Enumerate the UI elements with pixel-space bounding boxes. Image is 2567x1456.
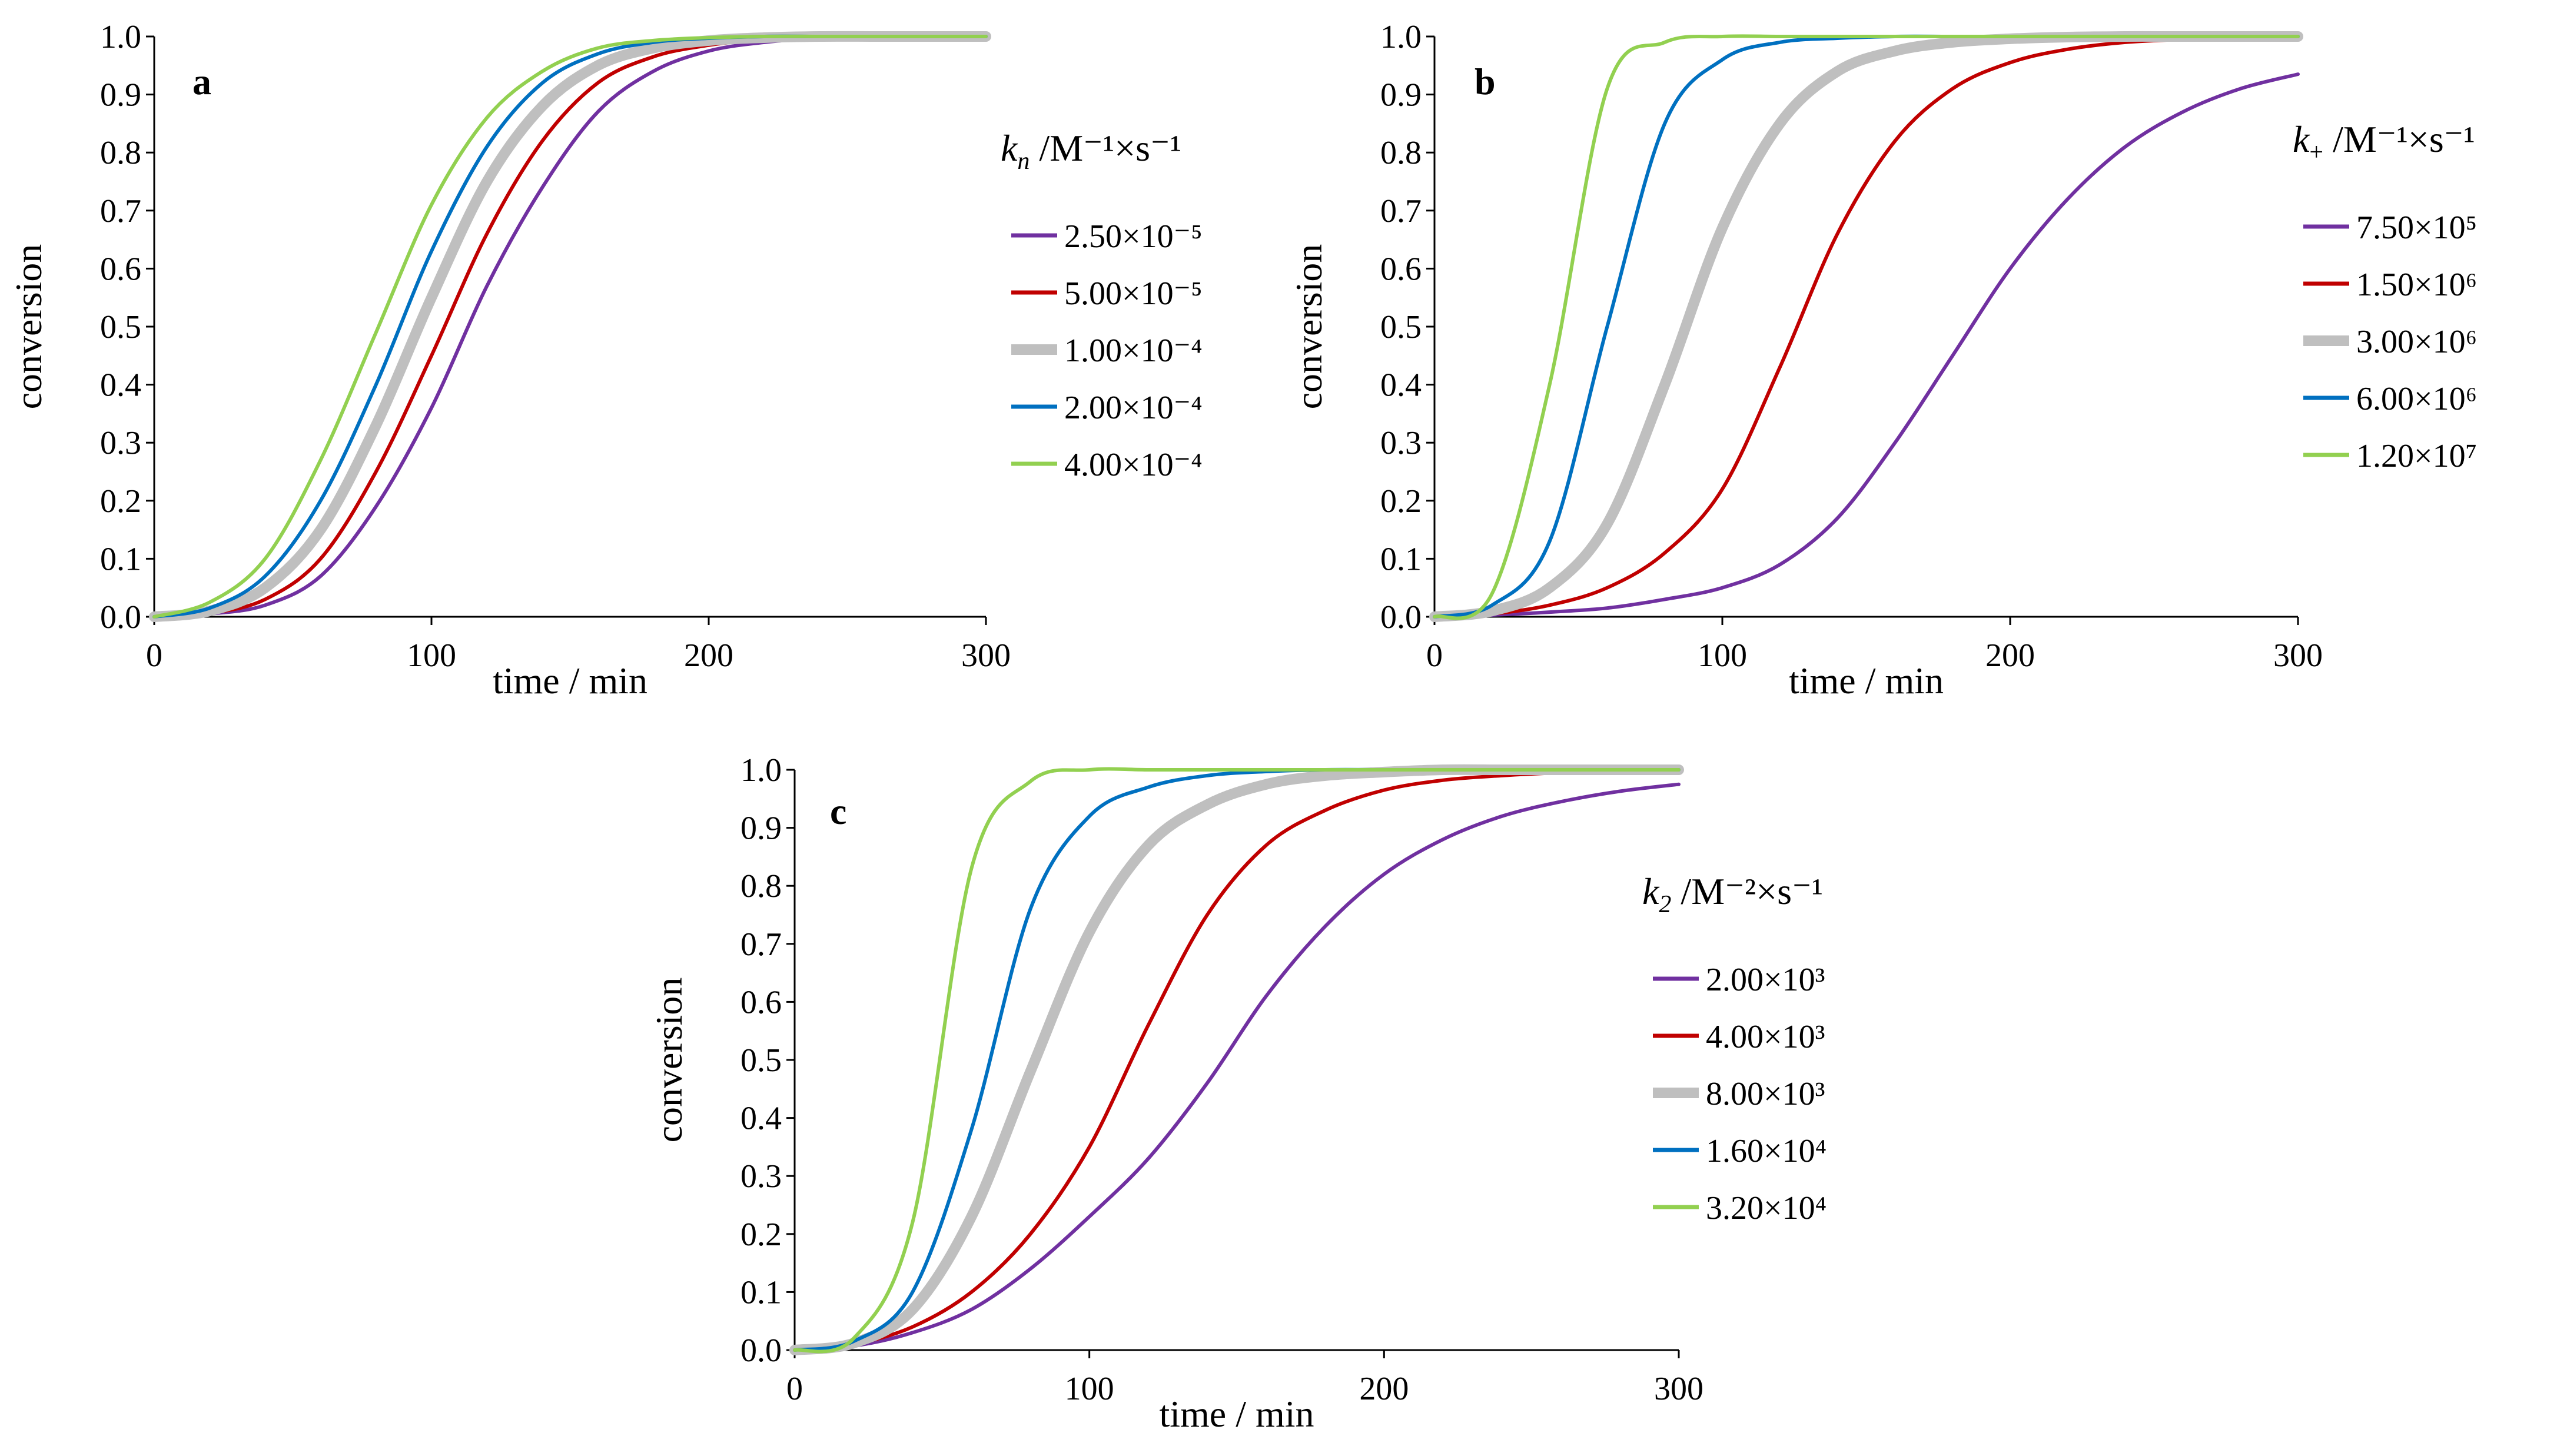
y-tick-label: 0.2 (740, 1216, 782, 1253)
y-tick-label: 1.0 (100, 19, 141, 55)
legend-label: 4.00×10³ (1706, 1019, 1825, 1055)
x-tick-label: 300 (961, 637, 1011, 674)
y-tick-label: 0.7 (100, 193, 141, 230)
legend-title: k+ /M⁻¹×s⁻¹ (2293, 118, 2475, 166)
y-tick-label: 0.5 (100, 309, 141, 345)
series-line-3 (149, 31, 991, 622)
x-tick-label: 100 (1698, 637, 1747, 674)
series-line-2 (152, 34, 988, 619)
y-tick-label: 0.9 (740, 810, 782, 847)
x-axis-title: time / min (1789, 660, 1944, 702)
y-tick-label: 0.1 (740, 1274, 782, 1311)
y-tick-label: 0.0 (740, 1332, 782, 1369)
x-tick-label: 100 (1065, 1371, 1114, 1407)
y-tick-label: 0.2 (100, 483, 141, 520)
x-tick-label: 200 (1359, 1371, 1409, 1407)
y-axis-title: conversion (648, 978, 690, 1143)
series-line-5 (152, 34, 988, 619)
legend-label: 1.00×10⁻⁴ (1064, 333, 1203, 369)
y-tick-label: 0.8 (1380, 135, 1422, 171)
y-tick-label: 1.0 (1380, 19, 1422, 55)
legend-label: 3.00×10⁶ (2356, 324, 2477, 360)
series-line-4 (152, 34, 988, 619)
legend: k+ /M⁻¹×s⁻¹ 7.50×10⁵ 1.50×10⁶ 3.00×10⁶ 6.00×… (2293, 118, 2477, 474)
y-tick-label: 0.6 (100, 251, 141, 287)
legend-label: 3.20×10⁴ (1706, 1190, 1827, 1226)
series-line-1 (793, 782, 1681, 1352)
y-tick-label: 0.1 (100, 541, 141, 577)
x-tick-label: 0 (1426, 637, 1443, 674)
y-tick-label: 0.7 (740, 926, 782, 963)
legend-label: 1.60×10⁴ (1706, 1133, 1827, 1169)
series-line-1 (152, 34, 988, 619)
y-tick-label: 0.1 (1380, 541, 1422, 577)
x-tick-label: 300 (1654, 1371, 1703, 1407)
y-tick-label: 0.4 (100, 367, 141, 404)
x-tick-label: 300 (2273, 637, 2323, 674)
panel-letter: a (192, 61, 211, 102)
series-line-1 (1433, 72, 2300, 619)
y-tick-label: 0.8 (740, 868, 782, 905)
series-line-5 (1433, 34, 2300, 620)
y-tick-label: 0.0 (1380, 599, 1422, 636)
legend-label: 7.50×10⁵ (2356, 210, 2477, 246)
chart-panel-b: 0.0 0.1 0.2 0.3 0.4 0.5 0.6 0.7 0.8 0.9 1.0 0 100 200… (1288, 19, 2477, 702)
legend-label: 6.00×10⁶ (2356, 381, 2477, 417)
y-tick-label: 0.8 (100, 135, 141, 171)
legend-label: 2.00×10⁻⁴ (1064, 390, 1203, 426)
y-tick-label: 0.7 (1380, 193, 1422, 230)
series-line-2 (1433, 35, 2300, 619)
y-tick-label: 0.6 (740, 984, 782, 1020)
legend-label: 1.20×10⁷ (2356, 438, 2477, 474)
chart-panel-a: 0.0 0.1 0.2 0.3 0.4 0.5 0.6 0.7 0.8 0.9 1.0 0 100 200… (8, 19, 1203, 702)
x-axis-title: time / min (493, 660, 647, 702)
series-line-5 (793, 767, 1681, 1354)
y-tick-label: 0.0 (100, 599, 141, 636)
chart-panel-c: 0.0 0.1 0.2 0.3 0.4 0.5 0.6 0.7 0.8 0.9 1.0 0 100 200… (648, 752, 1827, 1435)
legend-title: kn /M⁻¹×s⁻¹ (1001, 127, 1181, 175)
legend: kn /M⁻¹×s⁻¹ 2.50×10⁻⁵ 5.00×10⁻⁵ 1.00×10⁻⁴ 2.… (1001, 127, 1203, 483)
y-tick-label: 0.5 (1380, 309, 1422, 345)
y-tick-label: 0.9 (1380, 77, 1422, 114)
y-tick-label: 0.9 (100, 77, 141, 114)
y-tick-label: 0.6 (1380, 251, 1422, 287)
y-axis-title: conversion (8, 244, 49, 410)
y-tick-label: 0.3 (100, 425, 141, 461)
legend-label: 2.50×10⁻⁵ (1064, 218, 1203, 255)
series-line-4 (793, 767, 1681, 1352)
legend-title: k2 /M⁻²×s⁻¹ (1642, 870, 1823, 918)
legend-label: 5.00×10⁻⁵ (1064, 275, 1203, 312)
legend-label: 2.00×10³ (1706, 962, 1825, 998)
y-tick-label: 1.0 (740, 752, 782, 789)
x-tick-label: 100 (407, 637, 456, 674)
y-tick-label: 0.4 (740, 1101, 782, 1137)
panel-letter: b (1475, 61, 1496, 102)
x-tick-label: 200 (684, 637, 733, 674)
y-tick-label: 0.2 (1380, 483, 1422, 520)
x-tick-label: 200 (1985, 637, 2035, 674)
y-tick-label: 0.5 (740, 1042, 782, 1079)
x-tick-label: 0 (786, 1371, 803, 1407)
y-tick-label: 0.3 (740, 1158, 782, 1195)
series-line-4 (1433, 34, 2300, 619)
x-tick-label: 0 (146, 637, 162, 674)
series-line-3 (1429, 31, 2303, 622)
legend: k2 /M⁻²×s⁻¹ 2.00×10³ 4.00×10³ 8.00×10³ 1.60×… (1642, 870, 1827, 1226)
legend-label: 8.00×10³ (1706, 1076, 1825, 1112)
panel-letter: c (830, 790, 846, 832)
y-tick-label: 0.3 (1380, 425, 1422, 461)
y-axis-title: conversion (1288, 244, 1330, 410)
legend-label: 1.50×10⁶ (2356, 267, 2477, 303)
legend-label: 4.00×10⁻⁴ (1064, 447, 1203, 483)
x-axis-title: time / min (1159, 1393, 1314, 1435)
y-tick-label: 0.4 (1380, 367, 1422, 404)
